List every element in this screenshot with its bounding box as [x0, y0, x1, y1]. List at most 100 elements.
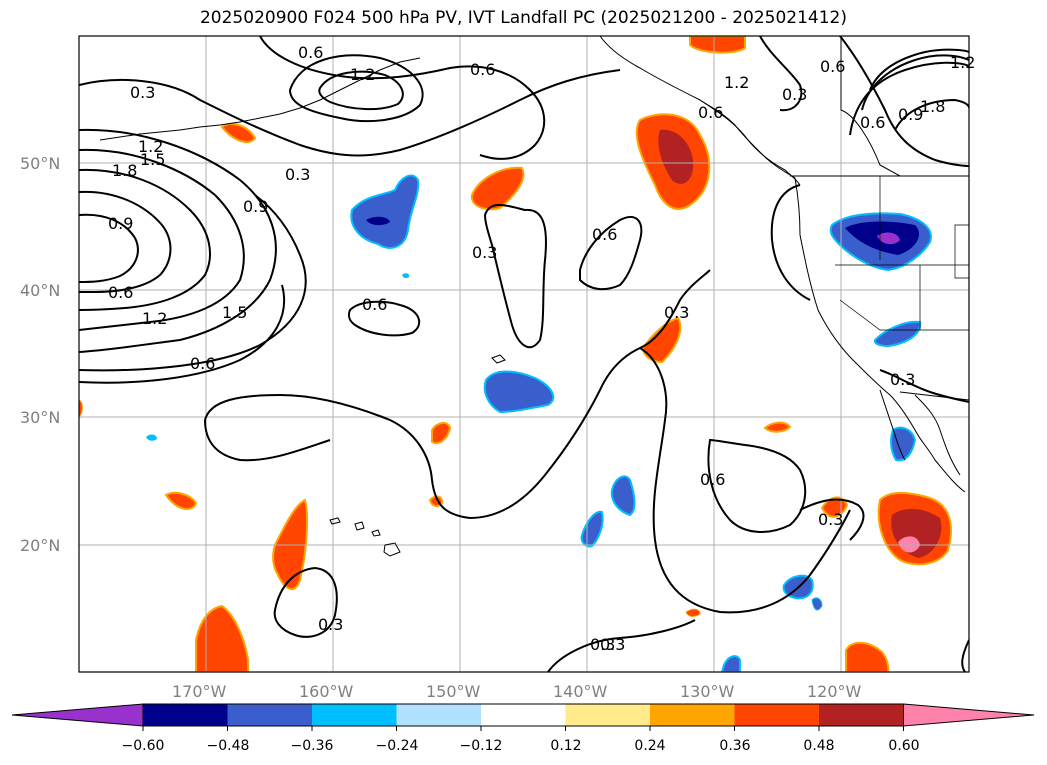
map-frame: [78, 35, 970, 673]
shade-baja-blue: [890, 426, 917, 462]
map-title: 2025020900 F024 500 hPa PV, IVT Landfall…: [199, 8, 847, 28]
contour-label: 0.6: [108, 283, 133, 302]
alaska-north-line: [840, 36, 901, 177]
contour-coast-lobe: [770, 184, 811, 301]
colorbar-bin: [565, 704, 651, 726]
contour-hawaii-loop: [273, 566, 338, 638]
lon-label-150w: 150°W: [426, 682, 481, 701]
contour-0.3-center: [483, 204, 547, 349]
contour-label: 0.6: [860, 113, 885, 132]
contour-0.3-south: [204, 419, 331, 462]
colorbar-tick-labels: −0.60 −0.48 −0.36 −0.24 −0.12 0.12 0.24 …: [122, 738, 920, 754]
shade-blue-g: [811, 597, 823, 611]
lon-label-170w: 170°W: [172, 682, 227, 701]
small-island-a: [491, 354, 506, 364]
lat-label-40n: 40°N: [20, 281, 60, 300]
lon-label-140w: 140°W: [553, 682, 608, 701]
shaded-positive-regions: [79, 36, 952, 672]
contour-0.6-east: [579, 215, 643, 291]
shade-small-red3: [685, 608, 701, 617]
lon-label-160w: 160°W: [299, 682, 354, 701]
hawaii-3: [371, 529, 381, 537]
contour-label: 1.8: [112, 161, 137, 180]
lon-label-120w: 120°W: [807, 682, 862, 701]
graticule: [79, 36, 969, 672]
contour-label: 0.3: [285, 165, 310, 184]
contour-label: 0.3: [890, 370, 915, 389]
contour-label: 1.5: [222, 303, 247, 322]
contour-labels: 0.3 0.6 1.2 1.5 1.8 0.9 0.6 1.2 1.5 0.6 …: [108, 43, 975, 654]
colorbar-tick-label: 0.48: [803, 738, 834, 754]
colorbar-extend-low: [11, 703, 144, 727]
contour-label: 0.6: [592, 225, 617, 244]
colorbar-bin: [819, 704, 904, 726]
shade-west-red: [164, 491, 198, 510]
bc-coast: [699, 99, 796, 179]
contour-0.3-coast: [879, 369, 969, 403]
contour-west-3: [79, 168, 211, 311]
aleutian-islands: [99, 57, 421, 141]
islands: [99, 57, 506, 557]
contour-north-ring: [288, 54, 424, 123]
shade-small-red1: [431, 422, 452, 444]
contour-label: 0.6: [470, 60, 495, 79]
contour-ne-ring1: [869, 48, 969, 91]
contour-label: 0.9: [898, 105, 923, 124]
lat-labels: 50°N 40°N 30°N 20°N: [20, 154, 60, 555]
state-lines: [835, 176, 969, 331]
contour-east-edge: [961, 639, 969, 672]
colorbar-tick-label: 0.12: [550, 738, 581, 754]
colorbar-outline: [142, 703, 904, 727]
shade-blue-d: [720, 655, 741, 672]
shade-mexico-pink: [898, 536, 920, 553]
contour-label: 0.3: [130, 83, 155, 102]
contour-label: 0.3: [472, 243, 497, 262]
contour-label: 0.3: [818, 510, 843, 529]
contour-0.3-se: [799, 498, 865, 541]
contour-nw-alaska: [839, 36, 969, 167]
lat-label-20n: 20°N: [20, 536, 60, 555]
pv-contours: [79, 36, 969, 672]
map-background: [79, 36, 969, 672]
shade-hawaii-red: [272, 498, 309, 590]
alaska-coast: [599, 36, 801, 186]
contour-north-ring2: [318, 70, 404, 111]
hawaii-2: [354, 521, 365, 531]
colorbar-bin: [734, 704, 820, 726]
colorbar-bin: [143, 704, 228, 726]
shade-south-red: [195, 604, 249, 672]
contour-0.3-central: [204, 269, 711, 520]
colorbar: [11, 703, 1035, 731]
lat-label-30n: 30°N: [20, 408, 60, 427]
contour-label: 1.2: [950, 53, 975, 72]
contour-label: 0.9: [108, 214, 133, 233]
colorbar-tick-label: −0.60: [122, 738, 165, 754]
contour-0.6-west: [79, 284, 286, 384]
colorbar-bin: [312, 704, 397, 726]
colorbar-tick-label: 0.60: [888, 738, 919, 754]
shade-sw-small-red: [763, 421, 792, 433]
shade-ne-pacific-darkred: [658, 129, 694, 184]
lat-label-50n: 50°N: [20, 154, 60, 173]
shade-mid-blue: [483, 370, 555, 414]
colorbar-extend-high: [903, 703, 1035, 727]
contour-label: 0.3: [318, 615, 343, 634]
shaded-negative-regions: [146, 174, 932, 672]
contour-label: 0.6: [190, 354, 215, 373]
contour-west-4: [79, 190, 172, 293]
contour-west-5: [79, 213, 139, 283]
shade-blue-f: [402, 273, 410, 279]
shade-us-purple: [877, 232, 900, 245]
shade-ca-blue: [873, 320, 922, 348]
shade-center-red: [641, 316, 682, 364]
contour-ne-ring3: [849, 61, 969, 136]
contour-west-2: [79, 148, 245, 331]
shade-north-red: [689, 36, 746, 54]
shade-nw-navy: [366, 216, 390, 226]
shade-mid-red: [470, 166, 525, 211]
contour-label: 0.6: [362, 295, 387, 314]
shade-nw-blue: [350, 174, 420, 249]
lon-labels: 170°W 160°W 150°W 140°W 130°W 120°W: [172, 682, 862, 701]
contour-label: 1.2: [142, 309, 167, 328]
contour-label: 0.6: [700, 470, 725, 489]
